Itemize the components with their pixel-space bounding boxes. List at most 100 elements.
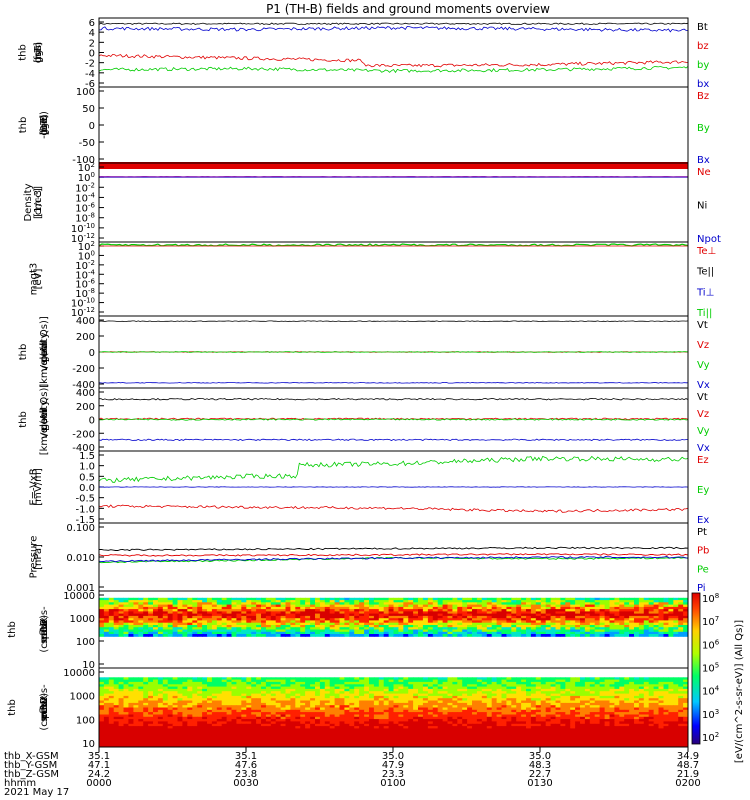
spec-cell: [310, 695, 316, 699]
spec-cell: [418, 613, 424, 617]
spec-cell: [251, 627, 257, 630]
spec-cell: [300, 686, 306, 690]
spec-cell: [457, 681, 463, 685]
spec-cell: [447, 631, 453, 635]
spec-cell: [275, 698, 282, 701]
spec-cell: [113, 707, 120, 711]
spec-cell: [643, 611, 650, 615]
spec-cell: [187, 627, 193, 630]
spec-cell: [481, 620, 488, 624]
spec-cell: [442, 719, 448, 722]
spec-cell: [393, 597, 399, 601]
spec-cell: [501, 691, 507, 694]
spec-cell: [275, 726, 282, 729]
spec-cell: [251, 625, 257, 628]
spec-cell: [123, 677, 129, 681]
spec-cell: [648, 679, 655, 683]
spec-cell: [261, 600, 267, 603]
spec-cell: [265, 625, 272, 628]
spec-cell: [236, 726, 242, 729]
spec-cell: [550, 622, 556, 626]
spec-cell: [663, 634, 669, 637]
spec-cell: [530, 681, 537, 685]
spec-cell: [256, 618, 262, 621]
spec-cell: [486, 634, 493, 637]
spec-cell: [103, 693, 110, 697]
spec-cell: [211, 712, 218, 715]
spec-cell: [251, 679, 257, 683]
spec-cell: [202, 606, 208, 610]
spec-cell: [310, 677, 316, 681]
spec-cell: [604, 597, 610, 601]
spec-cell: [187, 726, 193, 729]
spec-cell: [427, 620, 434, 624]
spec-cell: [334, 622, 340, 626]
spec-cell: [570, 625, 576, 628]
spec-cell: [580, 693, 586, 697]
spec-cell: [324, 688, 331, 692]
spec-cell: [118, 606, 124, 610]
spec-cell: [506, 693, 512, 697]
ytick-label: -400: [72, 443, 95, 454]
spec-cell: [339, 613, 345, 617]
ytick-label: -0.5: [75, 494, 95, 505]
spec-cell: [555, 684, 561, 688]
spec-cell: [138, 677, 144, 681]
spec-cell: [123, 631, 129, 635]
spec-cell: [172, 604, 178, 608]
spec-cell: [310, 702, 316, 706]
spec-cell: [256, 679, 262, 683]
spec-cell: [197, 723, 203, 727]
spec-cell: [241, 677, 247, 681]
spec-cell: [653, 684, 659, 688]
spec-cell: [334, 691, 340, 694]
spec-cell: [103, 679, 110, 683]
spec-cell: [565, 700, 571, 704]
spec-cell: [408, 602, 414, 606]
spec-cell: [658, 622, 664, 626]
spec-cell: [153, 716, 159, 720]
spec-cell: [565, 698, 571, 701]
spec-cell: [148, 691, 154, 694]
spec-cell: [270, 698, 277, 701]
spec-cell: [673, 627, 679, 630]
panel-temperature: magt3[eV]10210010-210-410-610-810-1010-1…: [29, 240, 717, 319]
spec-cell: [167, 631, 174, 635]
spec-cell: [388, 728, 394, 732]
spec-cell: [275, 606, 282, 610]
spec-cell: [427, 726, 434, 729]
spec-cell: [599, 606, 605, 610]
ytick-label: -50: [79, 138, 95, 149]
spec-cell: [629, 693, 635, 697]
spec-cell: [177, 721, 183, 725]
spec-cell: [207, 707, 213, 711]
spec-cell: [526, 615, 532, 619]
spec-cell: [280, 611, 286, 615]
spec-cell: [589, 705, 596, 708]
spec-cell: [506, 721, 512, 725]
spec-cell: [300, 627, 306, 630]
spec-cell: [550, 679, 556, 683]
spec-cell: [447, 707, 453, 711]
legend-Npot: Npot: [697, 234, 721, 245]
panel-ylabel: Pressure[nPa]: [29, 536, 45, 579]
spec-cell: [648, 700, 655, 704]
spec-cell: [285, 695, 291, 699]
spec-cell: [496, 726, 502, 729]
spec-cell: [491, 723, 498, 727]
spec-cell: [408, 684, 414, 688]
spec-cell: [261, 723, 267, 727]
spec-cell: [329, 702, 336, 706]
spec-cell: [486, 613, 493, 617]
spec-cell: [373, 631, 380, 635]
spec-cell: [452, 723, 458, 727]
spec-cell: [634, 622, 640, 626]
spec-cell: [236, 677, 242, 681]
spec-cell: [99, 634, 105, 637]
spec-cell: [197, 684, 203, 688]
spec-cell: [241, 705, 247, 708]
spec-cell: [207, 702, 213, 706]
spec-cell: [427, 719, 434, 722]
spec-cell: [359, 691, 365, 694]
